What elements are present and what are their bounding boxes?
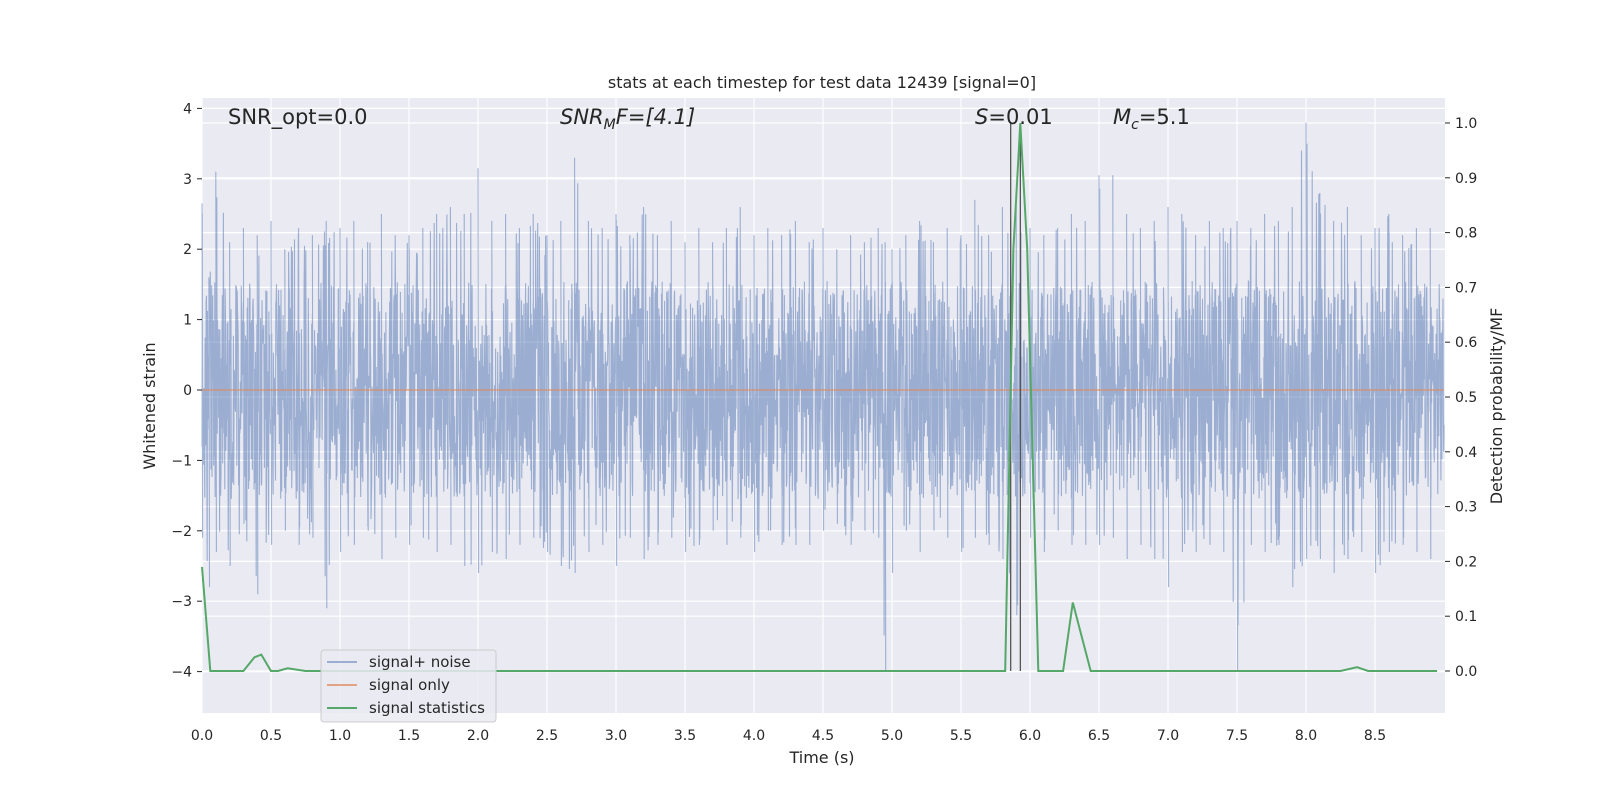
annotation-snr-mf: SNRMF=[4.1] [560,105,695,133]
x-tick-label-3: 1.5 [398,728,420,744]
y-tick-label-0: −4 [171,665,192,681]
y2-axis-label: Detection probability/MF [1487,308,1506,505]
x-axis-label: Time (s) [788,748,854,767]
x-tick-label-2: 1.0 [329,728,351,744]
chart-title: stats at each timestep for test data 124… [608,73,1036,92]
annotation-s-main: S [975,105,988,129]
y2-tick-label-3: 0.3 [1455,500,1477,516]
signal-statistics-line [201,122,1438,672]
x-tick-label-7: 3.5 [674,728,696,744]
x-tick-label-0: 0.0 [191,728,213,744]
annotation-mc-main: M [1113,105,1131,129]
y2-tick-label-10: 1.0 [1455,116,1477,132]
legend: signal+ noise signal only signal statist… [320,649,497,723]
y2-tick-label-9: 0.9 [1455,171,1477,187]
annotation-s: S=0.01 [975,105,1053,129]
y2-tick-label-5: 0.5 [1455,390,1477,406]
annotation-snr-mf-main: SNR [560,105,604,129]
annotation-s-value: =0.01 [988,105,1052,129]
annotation-snr-opt: SNR_opt=0.0 [228,105,368,130]
y-tick-label-4: 0 [183,383,192,399]
x-tick-label-8: 4.0 [743,728,765,744]
y-axis-ticks: −4 −3 −2 −1 0 1 2 3 4 [171,101,202,681]
x-tick-label-17: 8.5 [1364,728,1386,744]
y2-tick-label-4: 0.4 [1455,445,1477,461]
x-tick-label-16: 8.0 [1295,728,1317,744]
annotation-mc-sub: c [1131,117,1139,133]
y2-tick-label-6: 0.6 [1455,335,1477,351]
y2-tick-label-0: 0.0 [1455,664,1477,680]
y2-tick-label-7: 0.7 [1455,280,1477,296]
y2-tick-label-2: 0.2 [1455,554,1477,570]
y2-axis-ticks: 0.0 0.1 0.2 0.3 0.4 0.5 0.6 0.7 0.8 0.9 1.0 [1445,116,1477,680]
y-tick-label-6: 2 [183,242,192,258]
y-tick-label-3: −1 [171,453,192,469]
y2-tick-label-8: 0.8 [1455,226,1477,242]
x-tick-label-11: 5.5 [950,728,972,744]
x-tick-label-4: 2.0 [467,728,489,744]
legend-box [320,649,497,723]
y-tick-label-2: −2 [171,524,192,540]
y-tick-label-7: 3 [183,172,192,188]
x-tick-label-6: 3.0 [605,728,627,744]
x-tick-label-1: 0.5 [260,728,282,744]
y-tick-label-1: −3 [171,594,192,610]
annotation-snr-mf-sub: M [604,117,616,133]
x-tick-label-9: 4.5 [812,728,834,744]
annotation-mc-value: =5.1 [1139,105,1190,129]
x-tick-label-13: 6.5 [1088,728,1110,744]
x-axis-ticks: 0.0 0.5 1.0 1.5 2.0 2.5 3.0 3.5 4.0 4.5 5.0 5.5 6.0 6… [191,728,1386,744]
x-tick-label-15: 7.5 [1226,728,1248,744]
y-tick-label-5: 1 [183,313,192,329]
y-axis-label: Whitened strain [140,342,159,469]
annotation-snr-mf-tail: F=[4.1] [616,105,695,129]
annotation-mc: Mc=5.1 [1113,105,1190,133]
y2-tick-label-1: 0.1 [1455,609,1477,625]
y-tick-label-8: 4 [183,101,192,117]
x-tick-label-14: 7.0 [1157,728,1179,744]
legend-label-signal-noise: signal+ noise [369,653,471,671]
legend-label-signal-only: signal only [369,676,450,694]
series-signal-statistics [201,122,1438,672]
x-tick-label-5: 2.5 [536,728,558,744]
legend-label-signal-statistics: signal statistics [369,699,485,717]
x-tick-label-10: 5.0 [881,728,903,744]
x-tick-label-12: 6.0 [1019,728,1041,744]
